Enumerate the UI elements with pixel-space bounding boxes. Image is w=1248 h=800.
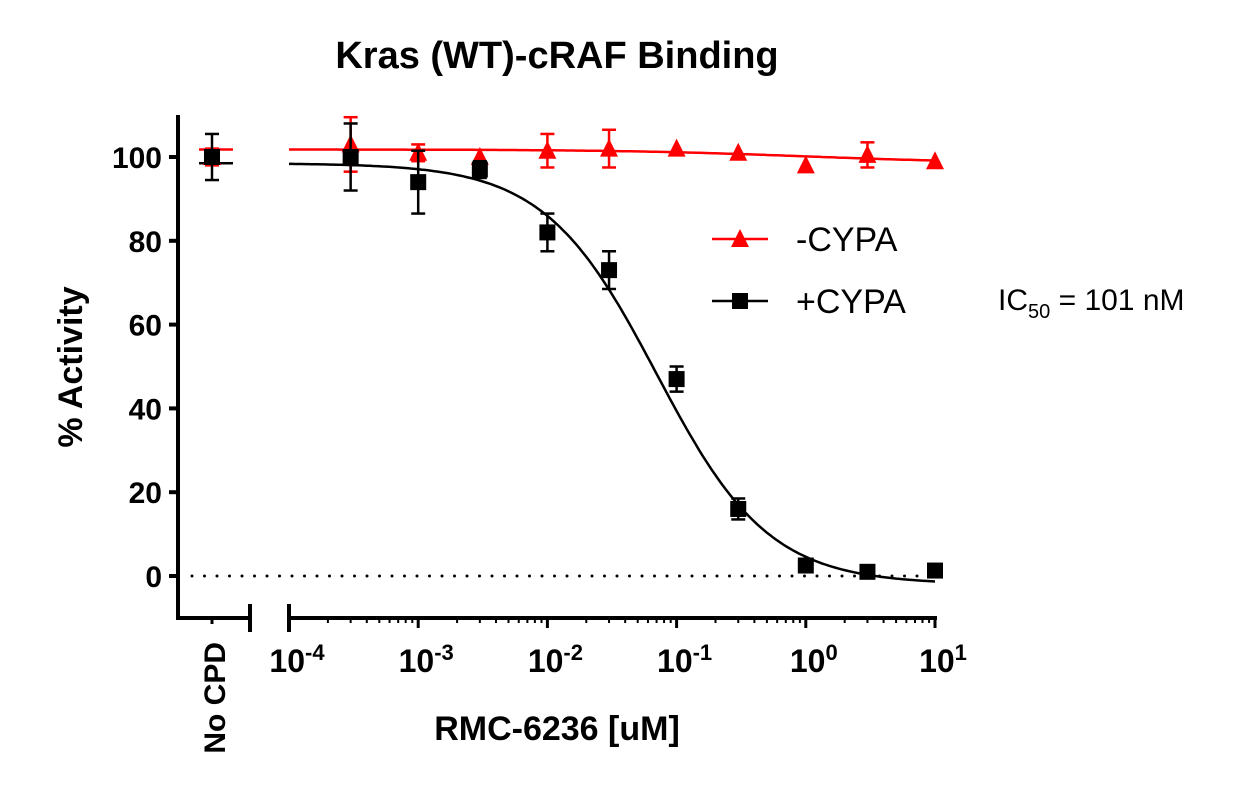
data-point-square — [732, 293, 748, 309]
data-point-square — [601, 262, 618, 279]
y-tick-label: 40 — [129, 393, 162, 426]
fit-curve-cypa — [289, 162, 936, 583]
data-point-square — [859, 563, 876, 580]
x-tick-label: 10-4 — [269, 640, 325, 679]
data-point-triangle — [667, 138, 686, 157]
x-tick-label: 101 — [919, 640, 967, 679]
x-tick-label: 10-1 — [657, 640, 712, 679]
data-point-triangle — [538, 140, 557, 159]
y-tick-label: 20 — [129, 477, 162, 510]
legend-label: -CYPA — [796, 221, 898, 259]
data-point-square — [471, 161, 488, 178]
x-tick-label: 10-3 — [399, 640, 454, 679]
control-label: No CPD — [199, 642, 232, 754]
data-point-triangle — [796, 155, 815, 174]
y-axis-label: % Activity — [52, 286, 90, 447]
y-tick-label: 0 — [145, 561, 162, 594]
x-tick-label: 10-2 — [528, 640, 583, 679]
x-tick-label: 100 — [790, 640, 838, 679]
legend: -CYPA +CYPA — [712, 221, 906, 321]
data-point-square — [539, 224, 556, 241]
y-tick-label: 60 — [129, 310, 162, 343]
data-point-square — [204, 149, 220, 165]
data-point-triangle — [858, 144, 877, 163]
legend-label: +CYPA — [796, 283, 906, 321]
y-tick-label: 80 — [129, 226, 162, 259]
ic50-annotation: IC50 = 101 nM — [998, 284, 1185, 323]
data-point-square — [797, 557, 814, 574]
data-point-square — [410, 174, 427, 191]
data-point-triangle — [731, 229, 749, 247]
data-point-triangle — [729, 142, 748, 161]
chart-title: Kras (WT)-cRAF Binding — [335, 35, 778, 77]
data-point-triangle — [600, 138, 619, 157]
data-point-square — [927, 562, 943, 579]
x-axis-label: RMC-6236 [uM] — [434, 710, 680, 748]
y-tick-label: 100 — [112, 142, 162, 175]
data-point-square — [668, 371, 685, 388]
data-point-square — [730, 500, 747, 517]
data-point-square — [342, 149, 359, 165]
data-point-triangle — [926, 151, 944, 170]
